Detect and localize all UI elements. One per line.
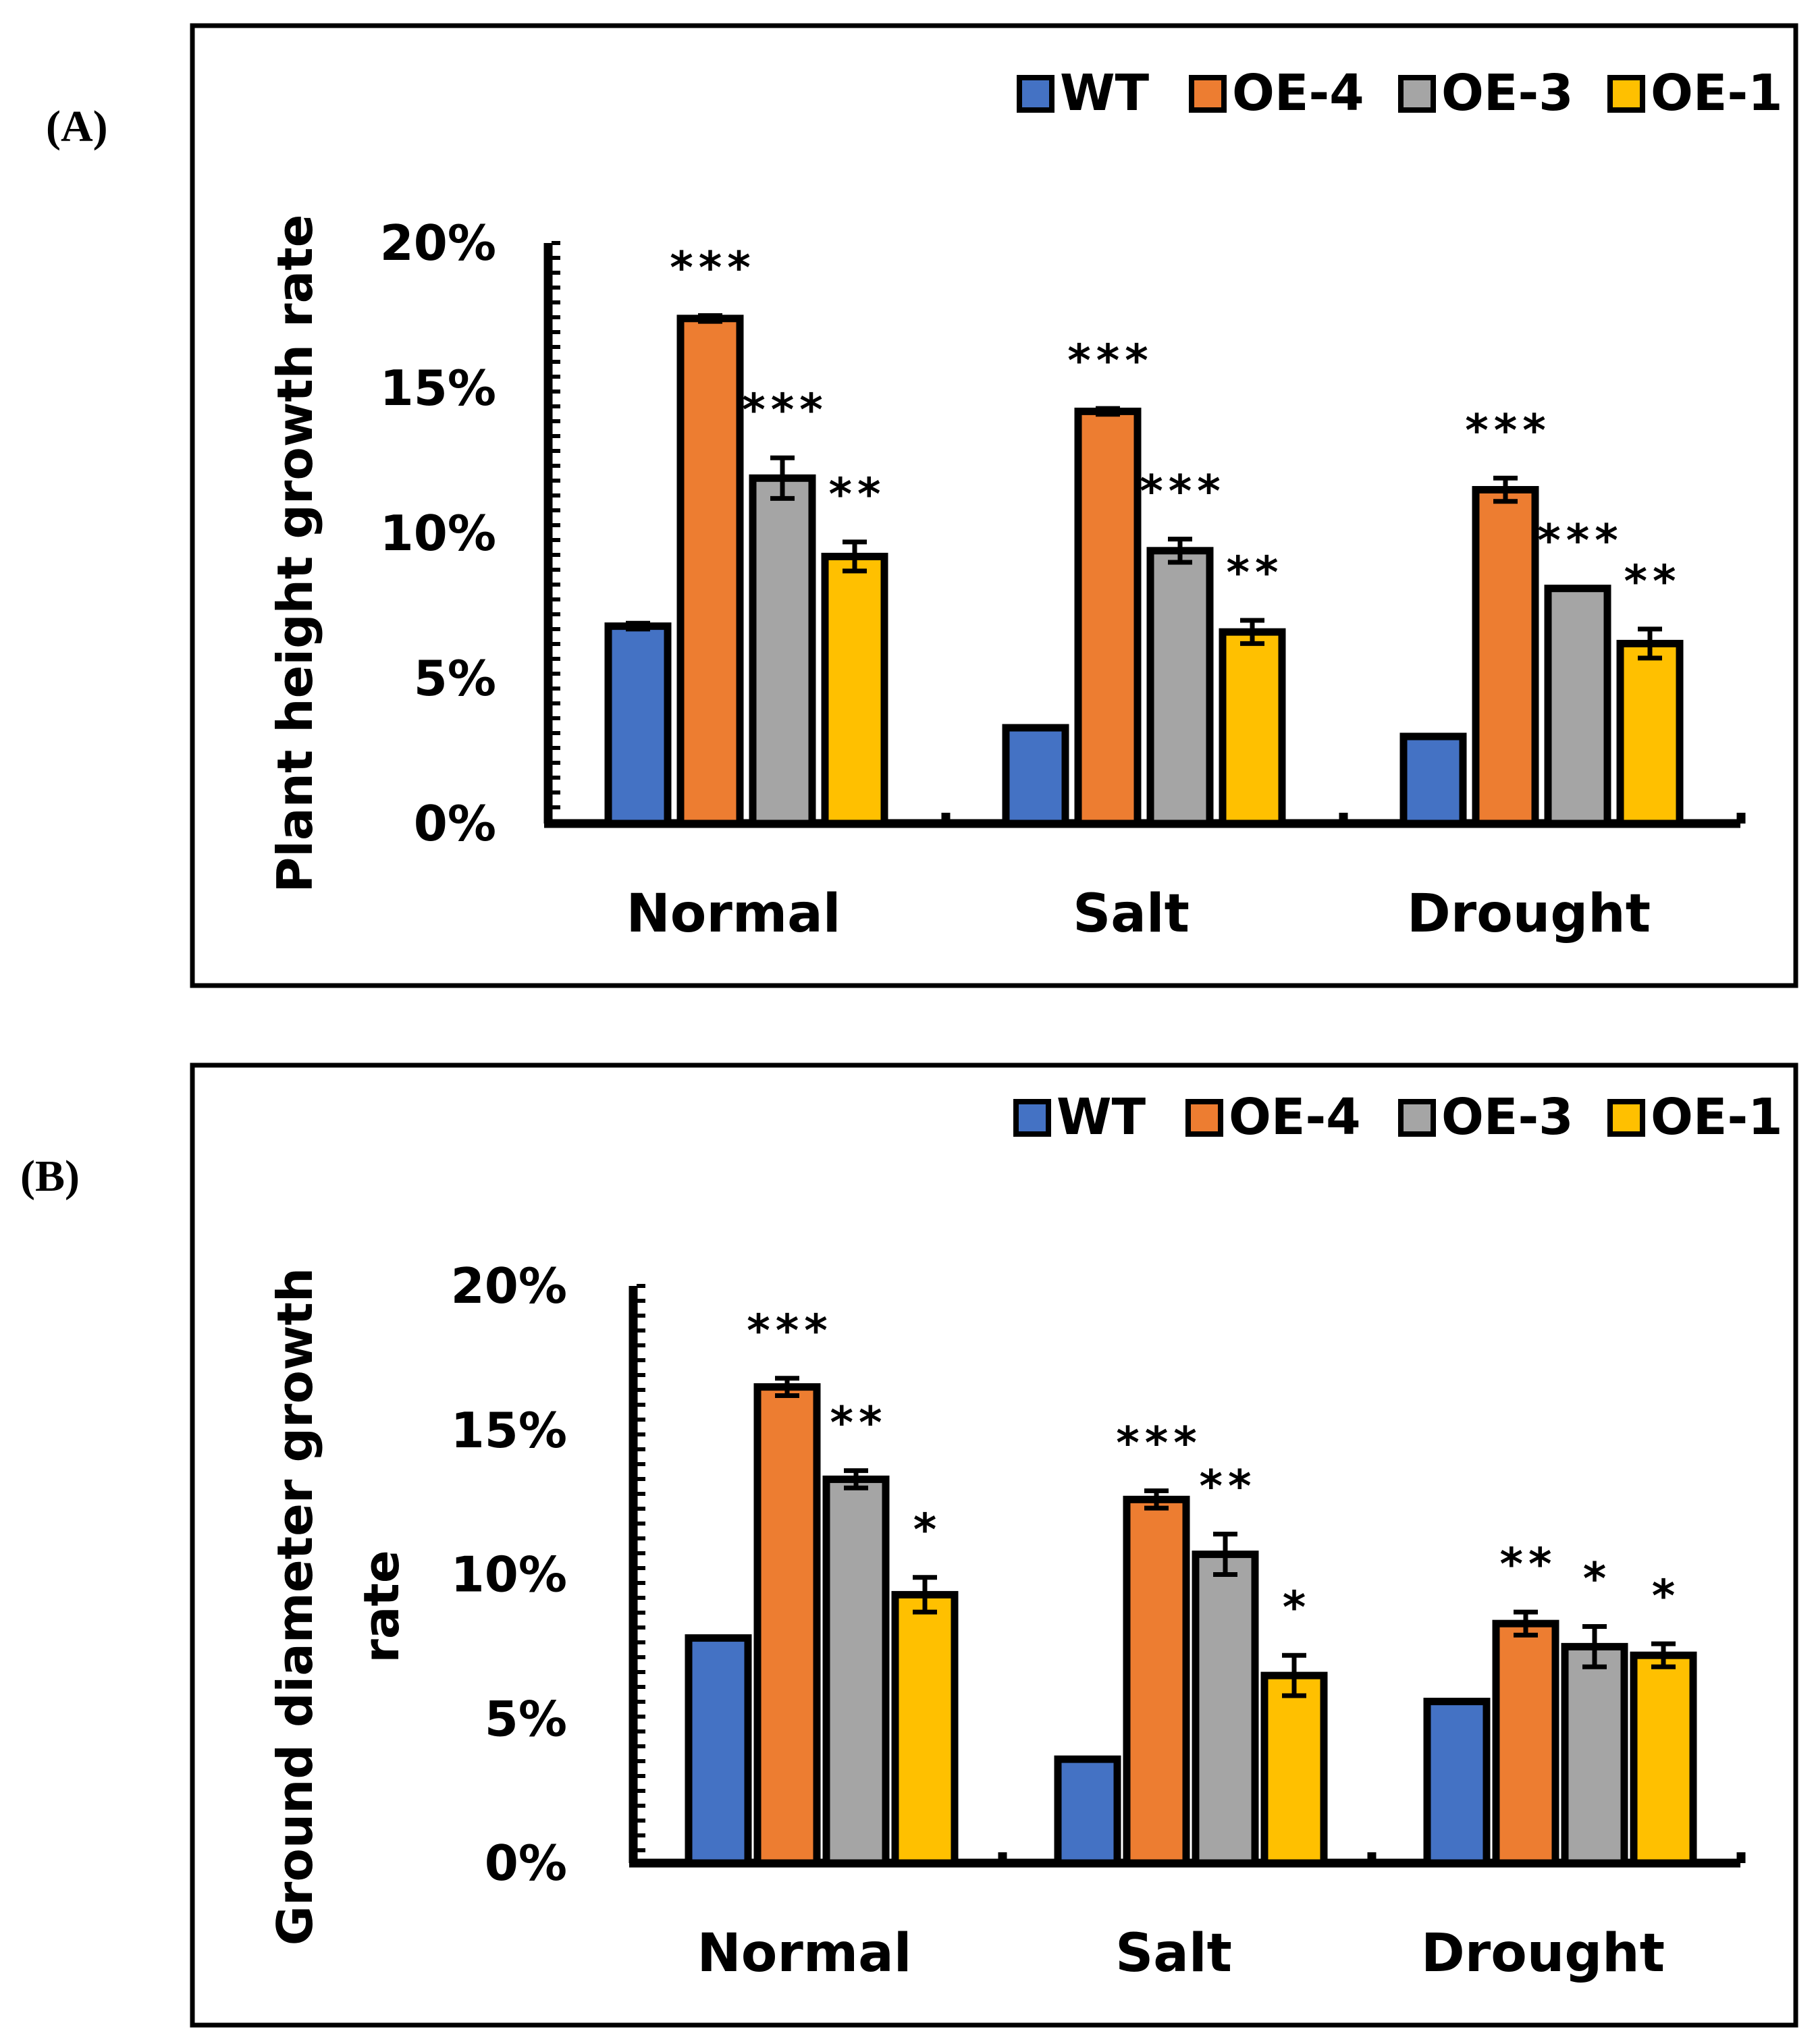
y-tick-label: 10% [451, 1547, 567, 1603]
chart-panel-b: 0% 5% 10% 15% 20% Ground diameter growth rate *… [190, 1063, 1798, 2028]
bar-oe-3-salt [1192, 1551, 1259, 1867]
bar-oe-4-normal [676, 315, 744, 828]
y-tick-label: 15% [451, 1402, 567, 1459]
bar-wt-drought [1423, 1698, 1491, 1867]
bar-oe-3-normal [749, 474, 816, 828]
y-tick-label: 0% [414, 795, 496, 852]
legend-label-wt: WT [1060, 64, 1150, 122]
legend-label-oe-3: OE-3 [1441, 64, 1574, 122]
significance-label: *** [1067, 335, 1154, 387]
panel-frame [190, 1063, 1798, 2028]
significance-label: *** [1537, 515, 1624, 567]
significance-label: ** [1499, 1538, 1557, 1590]
y-axis-label-cont: rate [353, 1550, 410, 1663]
legend-label-wt: WT [1057, 1088, 1146, 1146]
significance-label: ** [1199, 1461, 1256, 1513]
y-tick-label: 0% [485, 1835, 567, 1891]
x-category-label: Normal [626, 884, 841, 944]
bar-wt-salt [1054, 1755, 1121, 1867]
x-category-label: Salt [1115, 1923, 1232, 1984]
legend-label-oe-3: OE-3 [1441, 1088, 1574, 1146]
significance-label: ** [828, 468, 886, 520]
legend-swatch-oe-4 [1189, 75, 1227, 113]
legend-swatch-oe-3 [1398, 75, 1436, 113]
bar-oe-3-salt [1146, 547, 1214, 828]
bar-oe-4-normal [753, 1383, 821, 1867]
chart-panel-a: 0%5%10%15%20%Plant height growth rate ***… [190, 23, 1798, 988]
significance-label: * [913, 1504, 942, 1556]
legend-swatch-wt [1017, 75, 1054, 113]
bar-oe-1-normal [821, 552, 888, 828]
significance-label: *** [670, 242, 756, 294]
significance-label: ** [830, 1397, 887, 1449]
bar-oe-3-normal [822, 1475, 890, 1867]
legend-swatch-wt [1013, 1099, 1051, 1137]
significance-label: * [1652, 1570, 1681, 1622]
legend-label-oe-1: OE-1 [1651, 64, 1783, 122]
y-tick-label: 5% [414, 650, 496, 707]
panel-frame [190, 23, 1798, 988]
significance-label: * [1283, 1582, 1312, 1634]
y-axis-label: Plant height growth rate [267, 215, 323, 893]
bar-oe-1-salt [1219, 628, 1286, 828]
legend-label-oe-4: OE-4 [1232, 64, 1364, 122]
bar-oe-1-drought [1630, 1651, 1697, 1867]
legend-swatch-oe-1 [1607, 75, 1645, 113]
legend-label-oe-4: OE-4 [1229, 1088, 1361, 1146]
significance-label: ** [1624, 556, 1681, 608]
bar-oe-4-salt [1123, 1495, 1190, 1867]
x-category-label: Drought [1421, 1923, 1665, 1984]
y-tick-label: 15% [380, 360, 496, 416]
significance-label: *** [747, 1305, 833, 1357]
significance-label: ** [1226, 547, 1283, 599]
panel-label-b: (B) [20, 1152, 80, 1201]
bar-oe-4-drought [1492, 1619, 1559, 1867]
y-tick-label: 10% [380, 505, 496, 562]
significance-label: *** [1465, 404, 1551, 456]
significance-label: * [1583, 1553, 1612, 1605]
bar-oe-3-drought [1544, 585, 1611, 828]
y-tick-label: 20% [380, 215, 496, 271]
y-axis-label: Ground diameter growth [267, 1268, 323, 1945]
x-category-label: Salt [1073, 884, 1190, 944]
x-category-label: Drought [1407, 884, 1651, 944]
bar-oe-4-salt [1074, 407, 1142, 828]
significance-label: *** [1116, 1418, 1202, 1470]
legend-swatch-oe-3 [1398, 1099, 1436, 1137]
bar-oe-1-normal [891, 1590, 959, 1867]
bar-wt-drought [1399, 732, 1467, 828]
x-category-label: Normal [697, 1923, 912, 1984]
significance-label: *** [742, 384, 828, 436]
y-tick-label: 5% [485, 1690, 567, 1747]
legend-swatch-oe-1 [1607, 1099, 1645, 1137]
legend-label-oe-1: OE-1 [1651, 1088, 1783, 1146]
bar-oe-4-drought [1472, 486, 1539, 828]
y-tick-label: 20% [451, 1258, 567, 1314]
bar-oe-1-salt [1260, 1671, 1328, 1867]
panel-label-a: (A) [46, 102, 108, 151]
bar-wt-normal [604, 622, 672, 828]
bar-oe-3-drought [1561, 1642, 1628, 1867]
bar-wt-salt [1002, 724, 1069, 828]
bar-wt-normal [685, 1634, 752, 1867]
bar-oe-1-drought [1616, 639, 1684, 828]
significance-label: *** [1140, 466, 1226, 518]
legend-swatch-oe-4 [1185, 1099, 1223, 1137]
